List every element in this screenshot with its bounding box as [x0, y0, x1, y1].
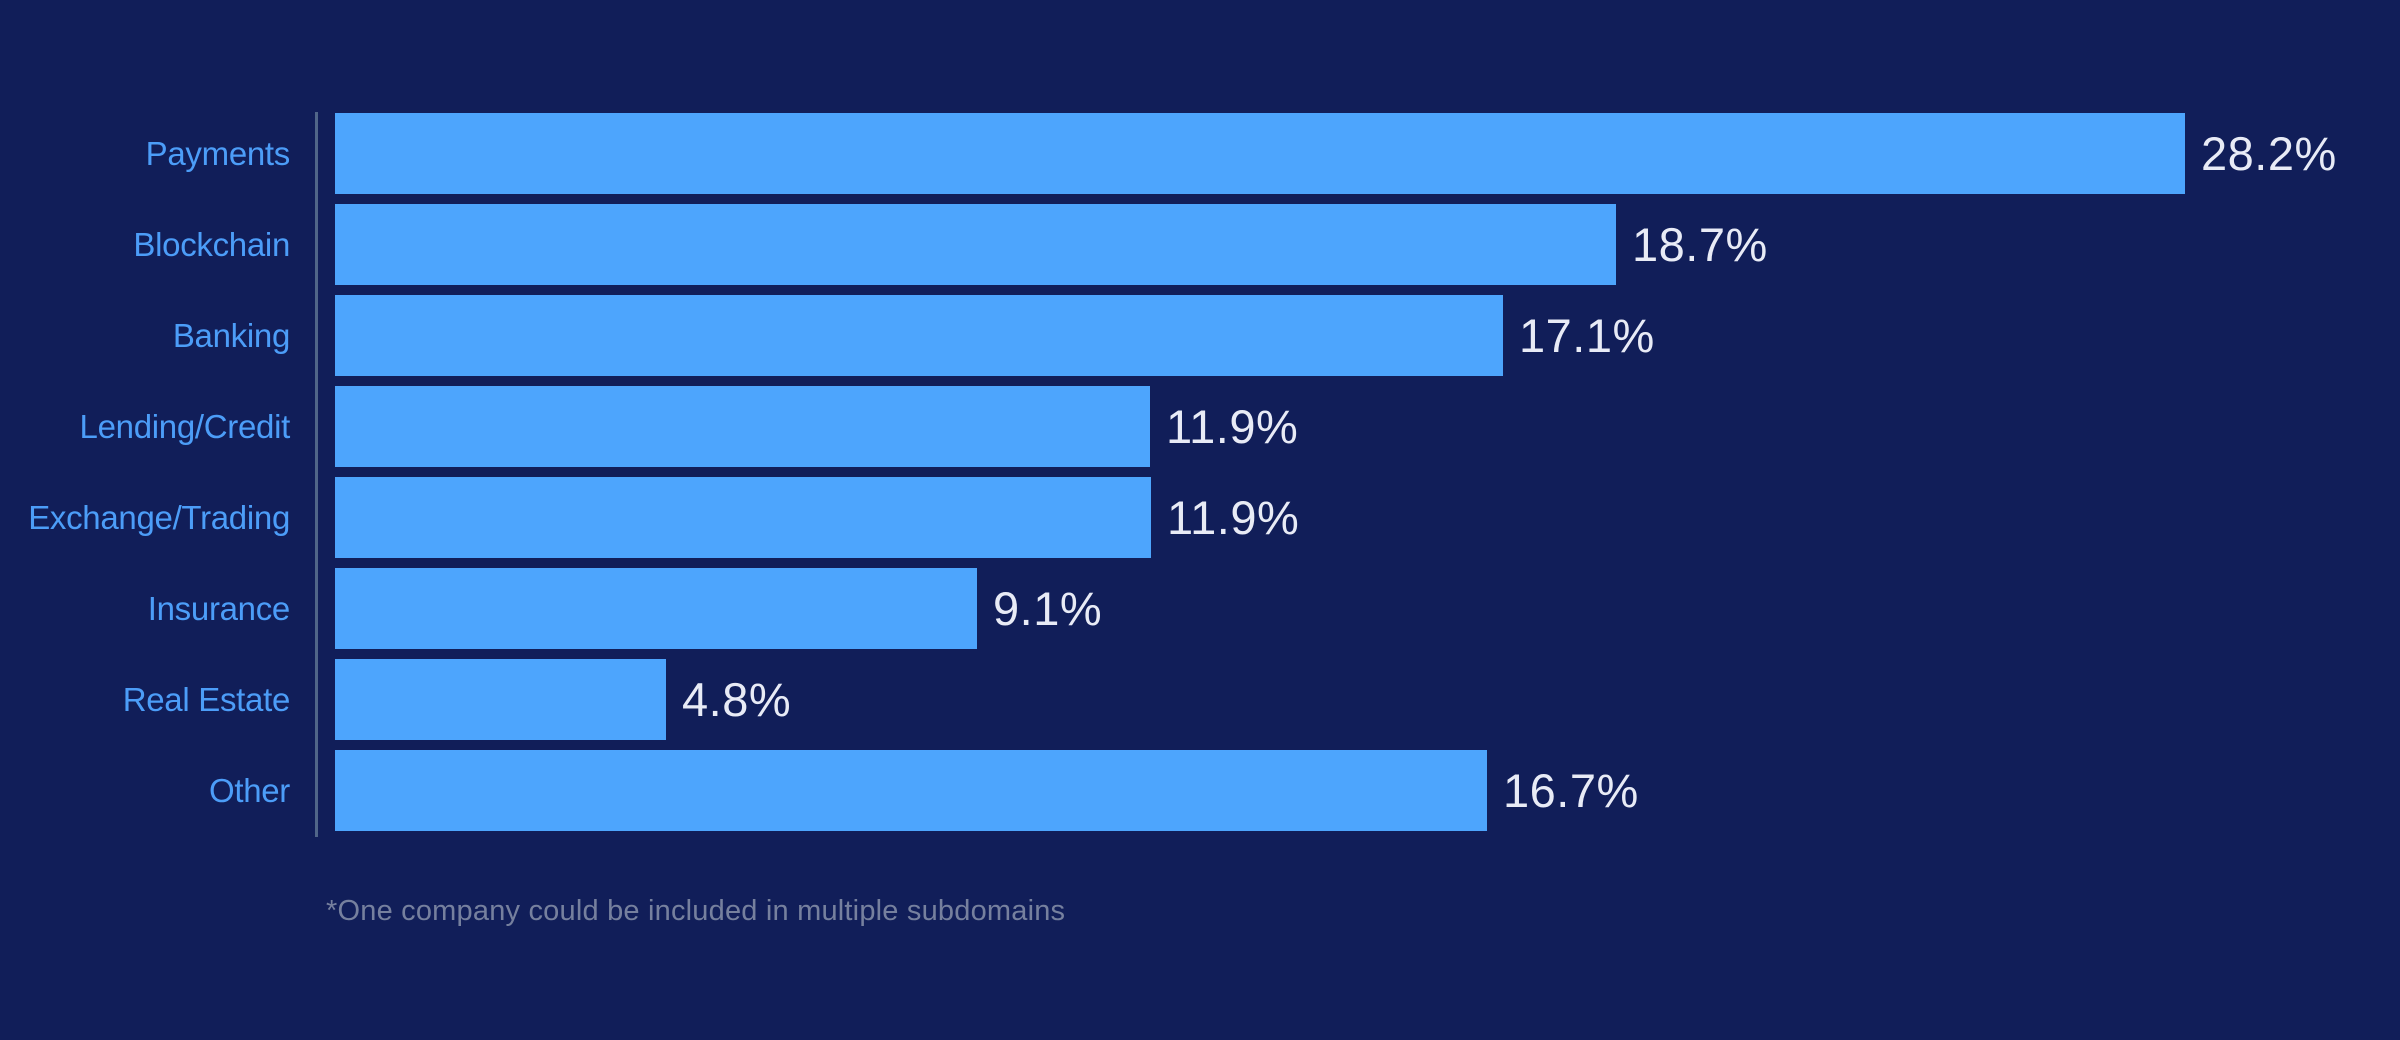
value-label: 28.2% — [2201, 127, 2337, 180]
bar — [335, 295, 1503, 376]
bar — [335, 568, 977, 649]
bar-row: Lending/Credit 11.9% — [0, 386, 2400, 467]
bar-row: Exchange/Trading 11.9% — [0, 477, 2400, 558]
value-label: 4.8% — [682, 673, 792, 726]
category-label: Payments — [145, 134, 291, 172]
bar — [335, 750, 1487, 831]
value-label: 11.9% — [1167, 491, 1300, 544]
bar — [335, 659, 666, 740]
bar — [335, 477, 1151, 558]
bar — [335, 113, 2185, 194]
category-label: Banking — [172, 316, 290, 354]
bar-row: Real Estate 4.8% — [0, 659, 2400, 740]
value-label: 17.1% — [1519, 309, 1655, 362]
bar-row: Payments 28.2% — [0, 113, 2400, 194]
value-label: 16.7% — [1503, 764, 1639, 817]
category-label: Blockchain — [133, 225, 290, 263]
bar — [335, 204, 1616, 285]
category-label: Lending/Credit — [79, 407, 291, 445]
category-label: Exchange/Trading — [28, 498, 290, 536]
category-label: Real Estate — [122, 680, 291, 718]
footnote: *One company could be included in multip… — [326, 895, 1066, 927]
category-label: Insurance — [147, 589, 291, 627]
value-label: 11.9% — [1166, 400, 1299, 453]
bar-row: Insurance 9.1% — [0, 568, 2400, 649]
bar-row: Other 16.7% — [0, 750, 2400, 831]
value-label: 9.1% — [993, 582, 1103, 635]
bar — [335, 386, 1150, 467]
value-label: 18.7% — [1632, 218, 1768, 271]
category-label: Other — [208, 771, 290, 809]
bar-row: Banking 17.1% — [0, 295, 2400, 376]
bar-row: Blockchain 18.7% — [0, 204, 2400, 285]
bar-rows: Payments 28.2% Blockchain 18.7% Banking … — [0, 113, 2400, 831]
bar-chart: Payments 28.2% Blockchain 18.7% Banking … — [0, 113, 2400, 831]
y-axis-line — [315, 112, 318, 837]
